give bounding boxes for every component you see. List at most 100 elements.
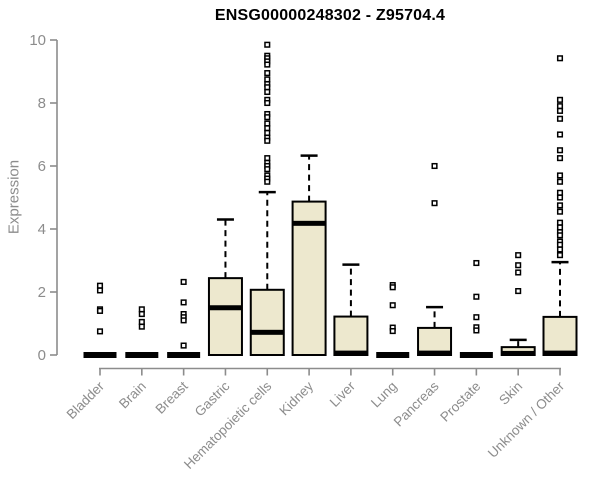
x-category-label-lung: Lung bbox=[368, 379, 400, 411]
outlier-point bbox=[515, 252, 522, 259]
outlier-point bbox=[264, 114, 271, 121]
collapsed-box bbox=[83, 352, 117, 358]
x-category-label-bladder: Bladder bbox=[64, 378, 108, 422]
outlier-point bbox=[556, 172, 564, 179]
outlier-point bbox=[556, 115, 564, 122]
box-group-liver bbox=[333, 263, 369, 357]
outlier-point bbox=[96, 328, 104, 335]
outlier-point bbox=[264, 70, 271, 77]
outlier-point bbox=[556, 96, 564, 103]
chart-title: ENSG00000248302 - Z95704.4 bbox=[214, 7, 446, 24]
outlier-point bbox=[96, 282, 104, 289]
outlier-point bbox=[264, 99, 271, 107]
box-group-skin bbox=[500, 252, 536, 356]
median-line bbox=[418, 350, 452, 356]
box-group-unknown-other bbox=[542, 55, 578, 357]
y-tick-label: 4 bbox=[38, 221, 46, 238]
collapsed-box bbox=[376, 352, 410, 358]
box-group-brain bbox=[125, 306, 159, 358]
x-category-label-brain: Brain bbox=[116, 379, 149, 412]
box-group-pancreas bbox=[417, 162, 453, 357]
outlier-point bbox=[556, 103, 564, 110]
outlier-point bbox=[264, 41, 271, 48]
outlier-point bbox=[515, 288, 522, 295]
box bbox=[249, 288, 285, 357]
outlier-point bbox=[180, 342, 187, 349]
outlier-point bbox=[556, 147, 564, 154]
outlier-point bbox=[556, 189, 564, 196]
outlier-point bbox=[389, 284, 396, 291]
x-category-label-liver: Liver bbox=[327, 378, 359, 410]
collapsed-box bbox=[459, 352, 493, 358]
outlier-point bbox=[473, 314, 480, 321]
box-group-gastric bbox=[207, 218, 243, 357]
outlier-point bbox=[264, 120, 271, 127]
box-group-bladder bbox=[83, 282, 117, 358]
outlier-point bbox=[180, 299, 187, 306]
box-group-breast bbox=[167, 278, 201, 358]
outlier-point bbox=[180, 317, 187, 324]
outlier-point bbox=[556, 178, 564, 185]
outlier-point bbox=[556, 131, 564, 138]
median-line bbox=[208, 305, 242, 311]
outlier-point bbox=[264, 125, 271, 132]
outlier-point bbox=[264, 61, 271, 68]
box bbox=[333, 315, 369, 357]
outlier-point bbox=[556, 194, 564, 201]
outlier-point bbox=[96, 287, 104, 294]
outlier-point bbox=[556, 202, 564, 209]
y-tick-label: 10 bbox=[29, 32, 46, 49]
x-category-label-pancreas: Pancreas bbox=[391, 378, 442, 429]
outlier-point bbox=[556, 224, 564, 231]
y-tick-label: 8 bbox=[38, 95, 46, 112]
outlier-point bbox=[556, 241, 564, 248]
box-group-lung bbox=[376, 282, 410, 358]
x-category-label-gastric: Gastric bbox=[192, 378, 233, 419]
outlier-point bbox=[556, 155, 564, 162]
outlier-point bbox=[473, 327, 480, 334]
outlier-point bbox=[138, 323, 145, 330]
x-category-label-kidney: Kidney bbox=[276, 378, 316, 418]
x-category-label-prostate: Prostate bbox=[437, 379, 483, 425]
y-tick-label: 6 bbox=[38, 158, 46, 175]
x-category-label-breast: Breast bbox=[153, 378, 191, 416]
outlier-point bbox=[556, 252, 564, 259]
collapsed-box bbox=[167, 352, 201, 358]
outlier-point bbox=[264, 84, 271, 91]
outlier-point bbox=[431, 162, 438, 170]
collapsed-box bbox=[125, 352, 159, 358]
box bbox=[207, 277, 243, 357]
outlier-point bbox=[180, 278, 187, 285]
box bbox=[291, 200, 327, 356]
box-group-hematopoietic-cells bbox=[249, 41, 285, 357]
outlier-point bbox=[138, 311, 145, 318]
outlier-point bbox=[138, 318, 145, 325]
y-tick-label: 2 bbox=[38, 284, 46, 301]
outlier-point bbox=[473, 259, 480, 267]
box bbox=[417, 326, 453, 357]
outlier-point bbox=[264, 166, 271, 173]
outlier-point bbox=[556, 208, 564, 215]
outlier-point bbox=[264, 88, 271, 96]
outlier-point bbox=[96, 307, 104, 314]
outlier-point bbox=[556, 219, 564, 226]
outlier-point bbox=[556, 246, 564, 253]
box-group-kidney bbox=[291, 154, 327, 356]
outlier-point bbox=[264, 137, 271, 144]
median-line bbox=[501, 350, 535, 356]
outlier-point bbox=[515, 269, 522, 276]
outlier-point bbox=[431, 200, 438, 207]
outlier-point bbox=[556, 107, 564, 114]
box-group-prostate bbox=[459, 259, 493, 358]
outlier-point bbox=[264, 155, 271, 162]
outlier-point bbox=[473, 293, 480, 300]
outlier-point bbox=[138, 306, 145, 313]
outlier-point bbox=[264, 129, 271, 136]
outlier-point bbox=[556, 232, 564, 239]
y-tick-label: 0 bbox=[38, 347, 46, 364]
median-line bbox=[543, 350, 577, 356]
outlier-point bbox=[264, 76, 271, 83]
outlier-point bbox=[264, 178, 271, 185]
